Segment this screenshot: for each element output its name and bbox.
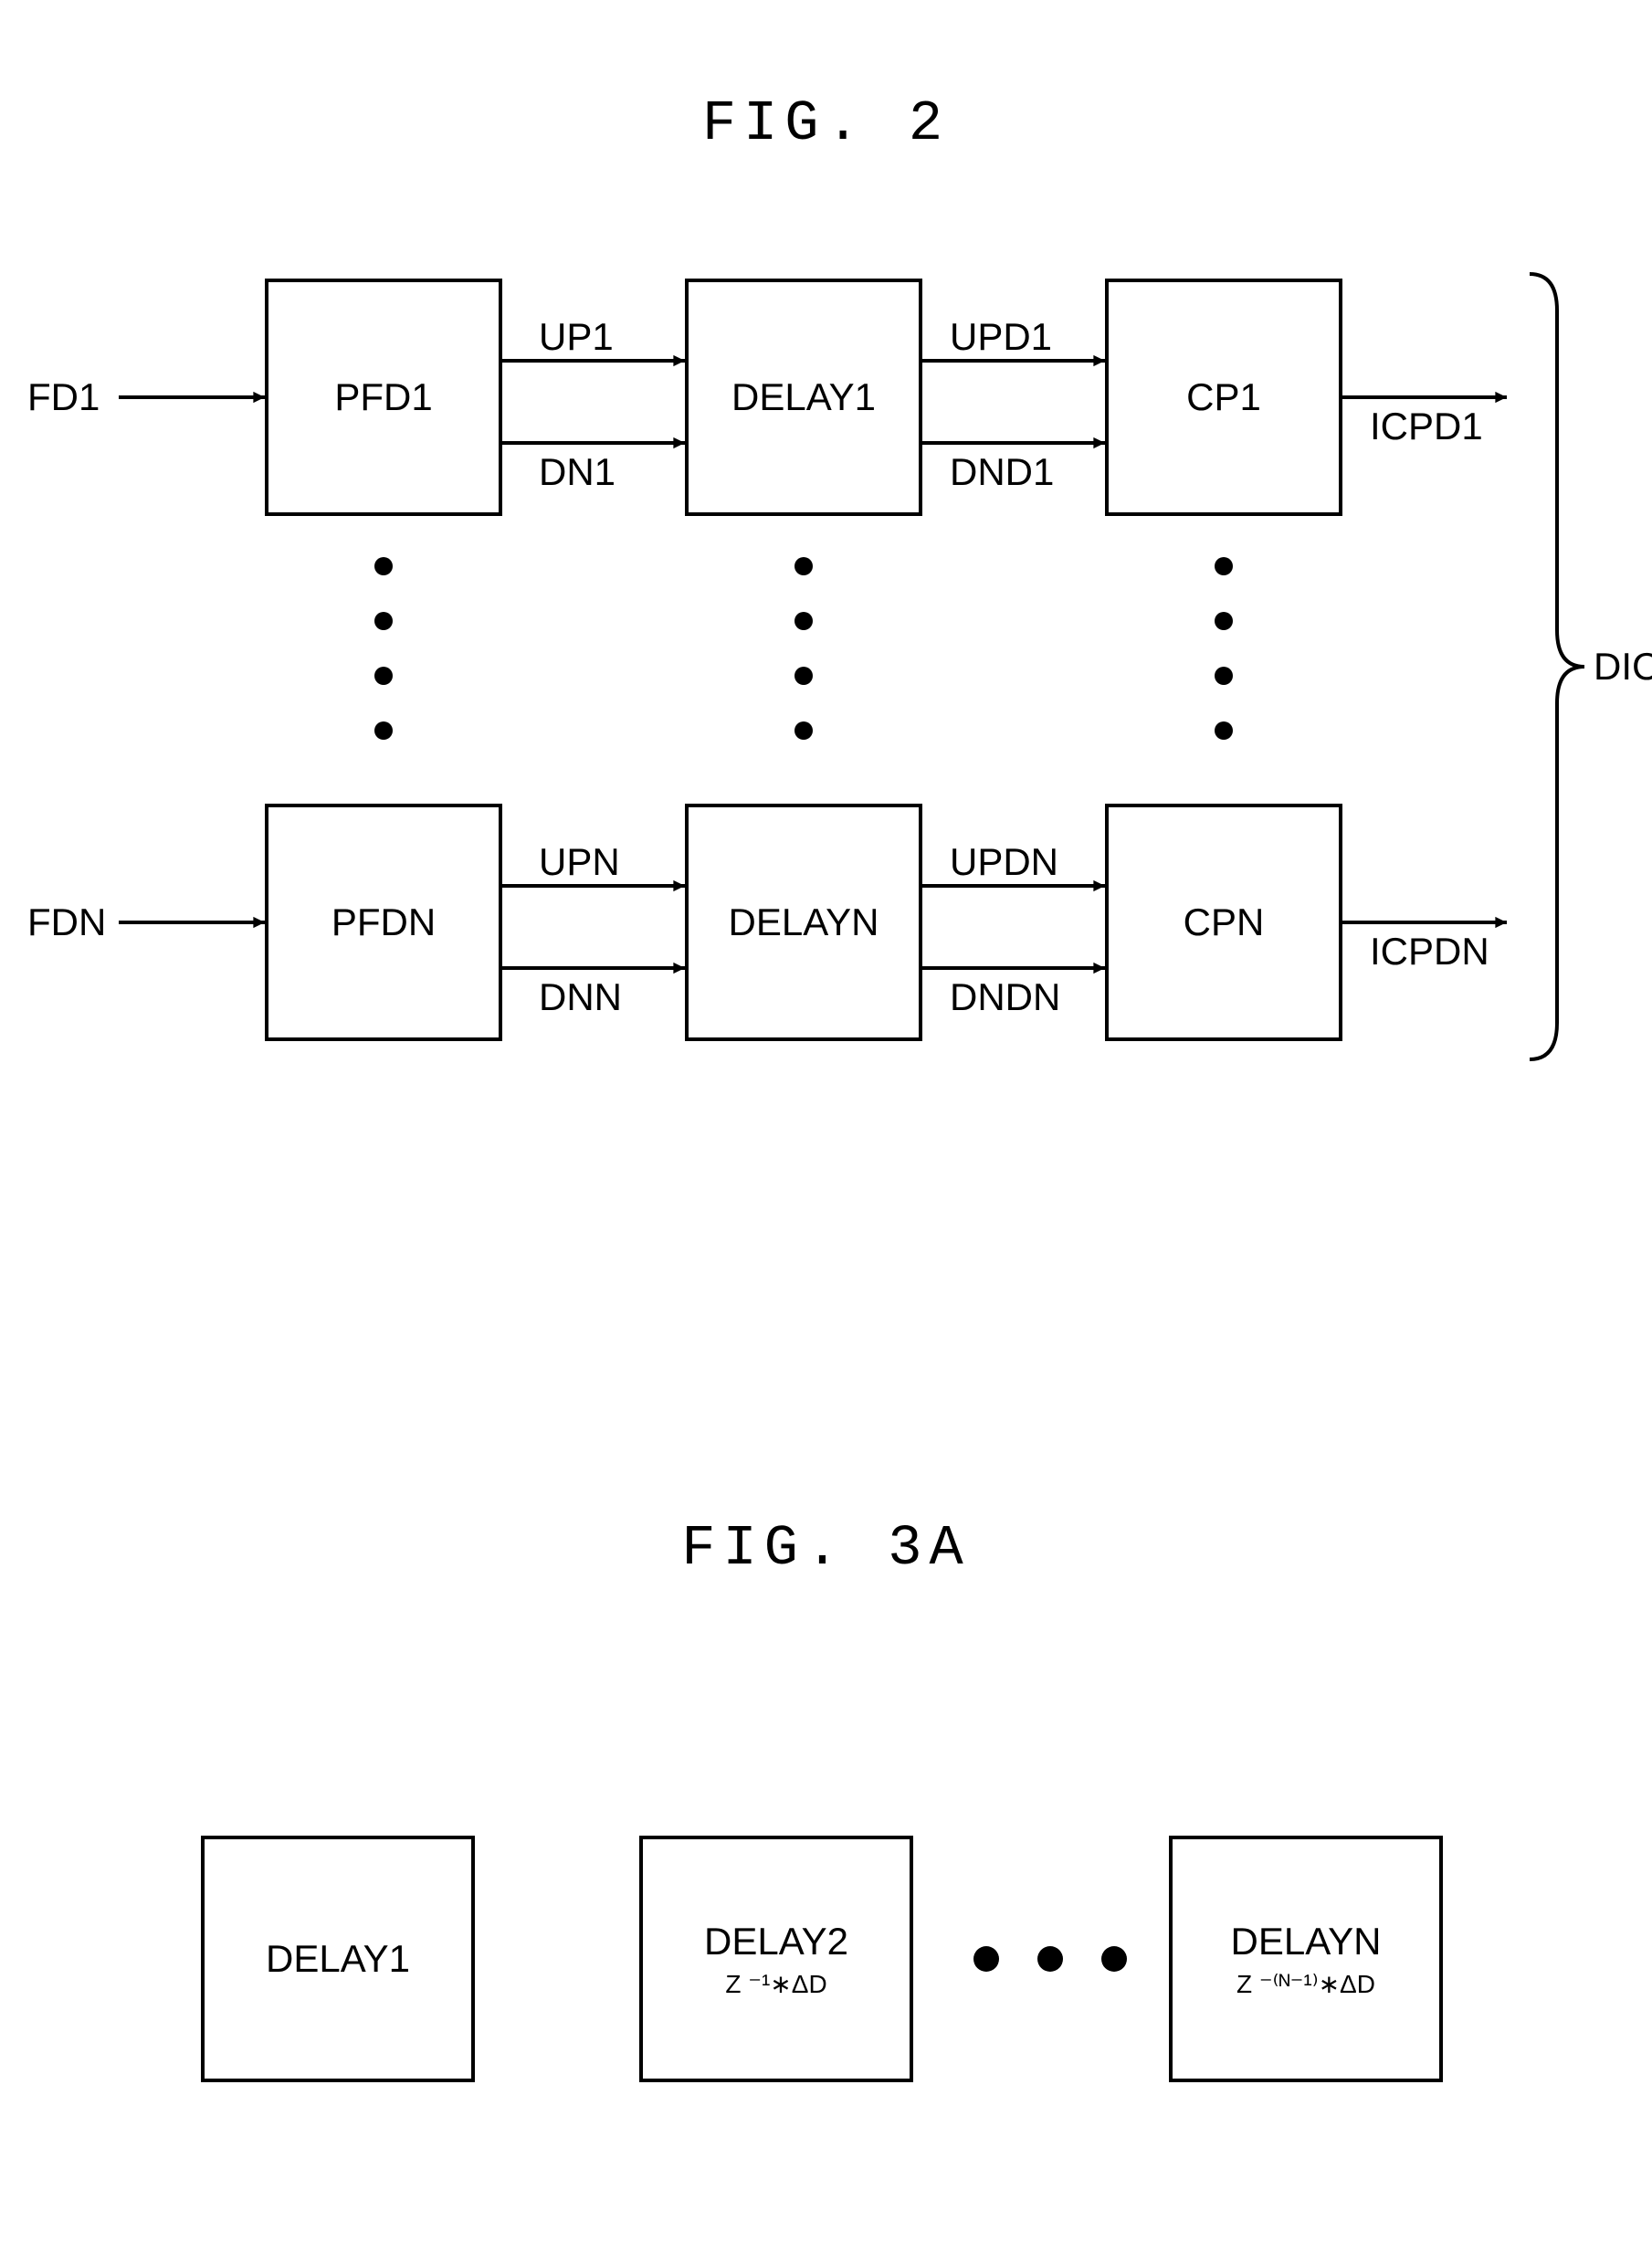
fig2-input-0: FD1 bbox=[27, 375, 100, 419]
fig2-dnd-1: DNDN bbox=[950, 975, 1060, 1019]
fig2-cp-1-label: CPN bbox=[1184, 900, 1265, 944]
fig2-up-0: UP1 bbox=[539, 315, 614, 359]
fig2-out-0: ICPD1 bbox=[1370, 405, 1483, 448]
fig2-dn-1: DNN bbox=[539, 975, 622, 1019]
fig3a-block-1: DELAY2 Z ⁻¹∗ΔD bbox=[639, 1836, 913, 2082]
fig2-pfd-0-label: PFD1 bbox=[334, 375, 432, 419]
fig2-pfd-1-label: PFDN bbox=[331, 900, 436, 944]
fig3a-block-1-sublabel: Z ⁻¹∗ΔD bbox=[725, 1969, 826, 1999]
fig3a-block-0: DELAY1 bbox=[201, 1836, 475, 2082]
fig3a-block-1-label: DELAY2 bbox=[704, 1920, 848, 1963]
fig2-dnd-0: DND1 bbox=[950, 450, 1054, 494]
fig3a-block-2: DELAYN Z ⁻⁽ᴺ⁻¹⁾∗ΔD bbox=[1169, 1836, 1443, 2082]
fig2-delay-1-label: DELAYN bbox=[729, 900, 879, 944]
fig2-delay-0-label: DELAY1 bbox=[731, 375, 876, 419]
fig2-cp-1: CPN bbox=[1105, 804, 1342, 1041]
fig2-pfd-1: PFDN bbox=[265, 804, 502, 1041]
fig3a-block-2-sublabel: Z ⁻⁽ᴺ⁻¹⁾∗ΔD bbox=[1236, 1969, 1375, 1999]
fig2-cp-0: CP1 bbox=[1105, 279, 1342, 516]
fig2-delay-0: DELAY1 bbox=[685, 279, 922, 516]
fig3a-title: FIG. 3A bbox=[0, 1516, 1652, 1581]
fig2-title: FIG. 2 bbox=[0, 91, 1652, 156]
fig2-out-1: ICPDN bbox=[1370, 930, 1489, 974]
page-canvas: FIG. 2 FIG. 3A PFD1 DELAY1 CP1 PFDN DELAYN CP… bbox=[0, 0, 1652, 2253]
fig2-upd-0: UPD1 bbox=[950, 315, 1052, 359]
fig2-upd-1: UPDN bbox=[950, 840, 1058, 884]
fig2-brace-label: DICP bbox=[1594, 645, 1652, 689]
fig2-dn-0: DN1 bbox=[539, 450, 616, 494]
fig2-up-1: UPN bbox=[539, 840, 620, 884]
fig2-cp-0-label: CP1 bbox=[1186, 375, 1261, 419]
fig2-pfd-0: PFD1 bbox=[265, 279, 502, 516]
fig3a-block-2-label: DELAYN bbox=[1231, 1920, 1382, 1963]
fig2-input-1: FDN bbox=[27, 900, 106, 944]
fig2-delay-1: DELAYN bbox=[685, 804, 922, 1041]
fig3a-block-0-label: DELAY1 bbox=[266, 1937, 410, 1981]
